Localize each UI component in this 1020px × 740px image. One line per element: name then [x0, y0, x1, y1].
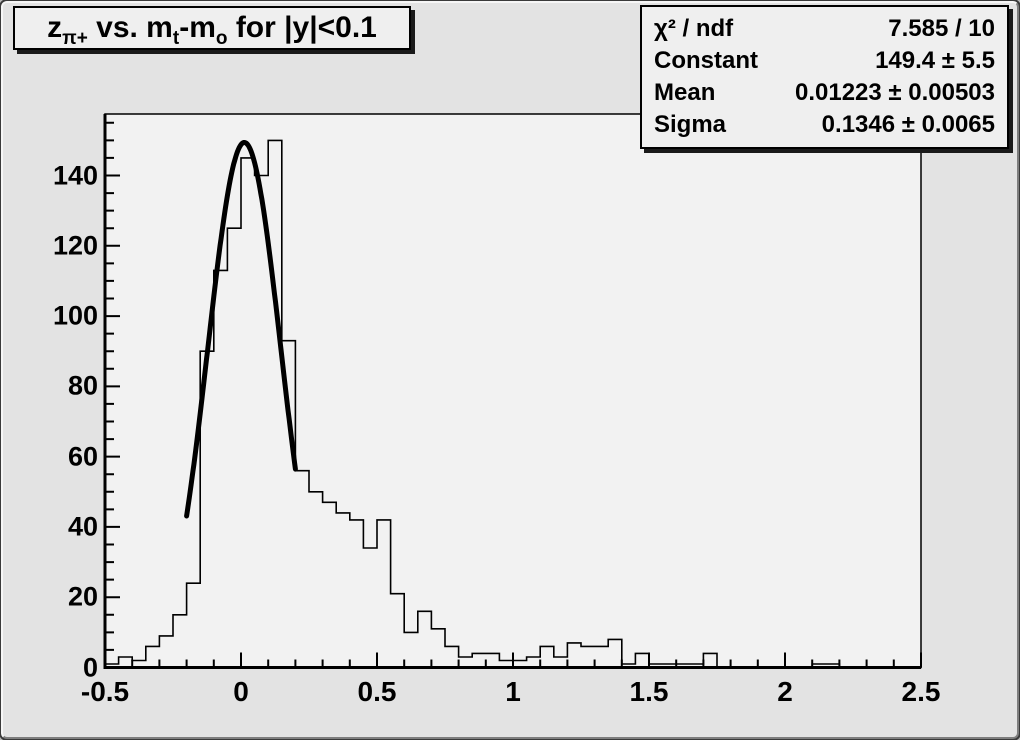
y-tick-label: 40 [67, 511, 98, 542]
stats-row: χ² / ndf 7.585 / 10 [654, 17, 995, 41]
x-tick-label: 1 [505, 675, 521, 707]
stats-label: χ² / ndf [654, 15, 734, 42]
y-tick-label: 140 [52, 160, 98, 191]
x-tick-label: 0.5 [357, 675, 397, 707]
x-tick-label: 2 [777, 675, 793, 707]
y-tick-label: 80 [67, 370, 98, 401]
x-tick-label: 2.5 [901, 675, 941, 707]
stats-row: Mean 0.01223 ± 0.00503 [654, 81, 995, 105]
stats-label: Sigma [654, 111, 727, 138]
stats-label: Constant [654, 47, 758, 74]
histogram-line [104, 139, 921, 669]
y-tick-label: 0 [82, 652, 98, 683]
y-tick-label: 60 [67, 441, 98, 472]
y-tick-label: 20 [67, 581, 98, 612]
stats-value: 149.4 ± 5.5 [875, 47, 995, 74]
x-tick-label: -0.5 [80, 675, 130, 707]
page-title: zπ+ vs. mt-mo for |y|<0.1 [47, 11, 377, 49]
fit-curve [184, 140, 298, 519]
plot-svg [103, 113, 922, 669]
stats-row: Sigma 0.1346 ± 0.0065 [654, 113, 995, 137]
stats-value: 0.01223 ± 0.00503 [794, 79, 995, 106]
y-tick-label: 120 [52, 230, 98, 261]
stats-row: Constant 149.4 ± 5.5 [654, 49, 995, 73]
x-tick-label: 1.5 [629, 675, 669, 707]
stats-value: 0.1346 ± 0.0065 [821, 111, 995, 138]
x-tick-label: 0 [233, 675, 249, 707]
y-tick-label: 100 [52, 300, 98, 331]
title-box[interactable]: zπ+ vs. mt-mo for |y|<0.1 [13, 6, 411, 50]
stats-box[interactable]: χ² / ndf 7.585 / 10 Constant 149.4 ± 5.5 Mea… [640, 5, 1009, 149]
stats-value: 7.585 / 10 [888, 15, 995, 42]
stats-label: Mean [654, 79, 716, 106]
